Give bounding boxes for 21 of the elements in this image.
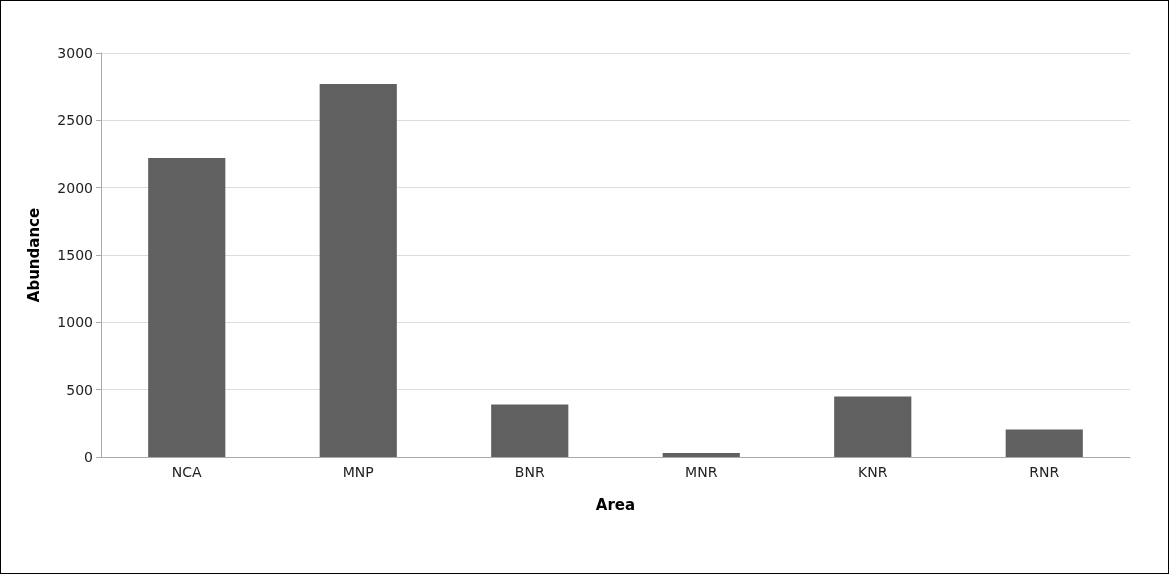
y-tick-label: 2500 — [57, 112, 93, 129]
bar — [834, 396, 912, 457]
x-tick-label: KNR — [858, 464, 888, 480]
bar — [148, 158, 226, 457]
x-tick-label: BNR — [514, 464, 545, 480]
y-tick-label: 1000 — [57, 314, 93, 331]
bar — [662, 452, 740, 457]
x-axis-title: Area — [595, 495, 636, 514]
bar — [491, 404, 569, 457]
x-tick-label: MNR — [685, 464, 718, 480]
y-tick-label: 2000 — [57, 179, 93, 196]
x-tick-label: NCA — [171, 464, 203, 480]
y-tick-label: 3000 — [57, 45, 93, 61]
y-tick-label: 0 — [84, 449, 93, 465]
bar — [1005, 429, 1083, 457]
bar — [319, 83, 397, 457]
y-tick-label: 500 — [66, 381, 93, 398]
x-tick-label: MNP — [342, 464, 374, 480]
y-axis-title: Abundance — [24, 207, 43, 303]
x-tick-label: RNR — [1029, 464, 1060, 480]
y-tick-label: 1500 — [57, 247, 93, 263]
